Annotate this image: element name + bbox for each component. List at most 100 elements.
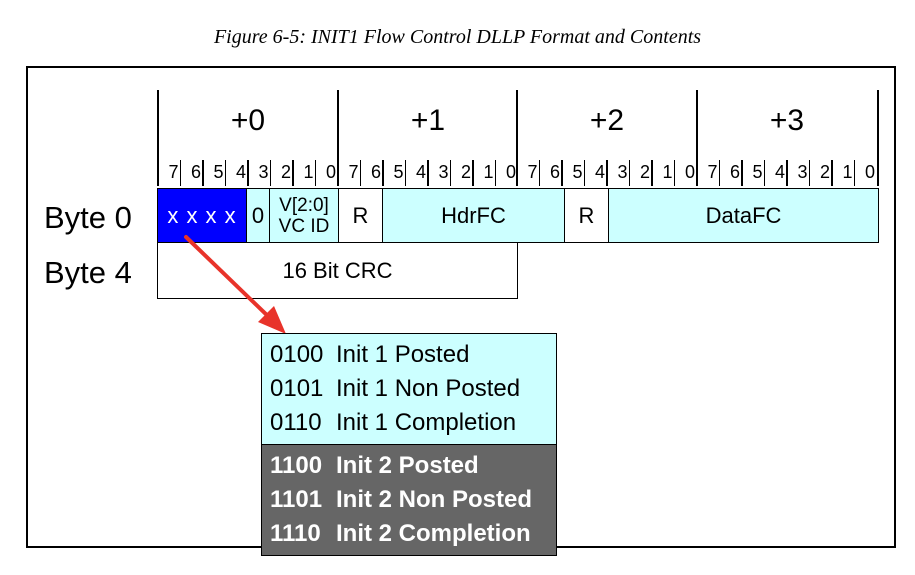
init1-group: 0100 Init 1 Posted 0101 Init 1 Non Posted … (261, 333, 557, 445)
bit-number: 5 (213, 162, 224, 182)
vc-id-bits-label: V[2:0] (279, 194, 329, 216)
bit-separator (359, 160, 361, 186)
type-encoding-table: 0100 Init 1 Posted 0101 Init 1 Non Posted … (261, 333, 557, 556)
vc-id-field: V[2:0] VC ID (269, 188, 339, 243)
bit-separator (404, 160, 406, 186)
byte-offset-3: +3 (769, 104, 805, 137)
bit-separator (179, 160, 181, 186)
bit-number: 1 (303, 162, 314, 182)
byte-offset-1: +1 (410, 104, 446, 137)
type-label: Init 1 Completion (336, 409, 517, 436)
type-bits-field: x x x x (157, 188, 247, 243)
byte-divider-3 (696, 90, 698, 186)
table-row: 0110 Init 1 Completion (262, 406, 556, 440)
table-row: 0101 Init 1 Non Posted (262, 372, 556, 406)
bit-number: 4 (235, 162, 246, 182)
hdrfc-field: HdrFC (382, 188, 565, 243)
bit-separator (538, 160, 540, 186)
table-row: 1100 Init 2 Posted (262, 449, 556, 483)
byte-divider-2 (516, 90, 518, 186)
bit-separator (673, 160, 675, 186)
bit-separator (628, 160, 630, 186)
bit-separator (853, 160, 855, 186)
type-code: 1101 (270, 486, 323, 513)
byte-divider-1 (337, 90, 339, 186)
bit-number: 5 (393, 162, 404, 182)
byte-offset-0: +0 (230, 104, 266, 137)
bit-number: 6 (370, 162, 381, 182)
bit-number: 4 (594, 162, 605, 182)
bit-separator (292, 160, 294, 186)
byte-divider-end (877, 90, 879, 186)
datafc-field: DataFC (608, 188, 879, 243)
bit-separator (606, 160, 608, 186)
bit-separator (269, 160, 271, 186)
type-label: Init 1 Non Posted (336, 375, 521, 402)
arrow-head (258, 306, 286, 334)
bit-separator (314, 160, 316, 186)
byte-divider-0 (157, 90, 159, 186)
type-code: 1100 (270, 452, 323, 479)
type-code: 0110 (270, 409, 322, 436)
type-label: Init 2 Non Posted (336, 486, 533, 513)
type-label: Init 2 Completion (336, 520, 531, 547)
bit-separator (247, 160, 249, 186)
table-row: 1110 Init 2 Completion (262, 517, 556, 551)
bit-number: 2 (280, 162, 291, 182)
bit-number: 5 (752, 162, 763, 182)
row-label-byte4: Byte 4 (44, 255, 132, 290)
bit-separator (651, 160, 653, 186)
bit-number: 6 (549, 162, 560, 182)
bit-number: 4 (415, 162, 426, 182)
bit-separator (741, 160, 743, 186)
bit-number: 3 (258, 162, 269, 182)
bit-number: 7 (168, 162, 179, 182)
bit-number: 7 (527, 162, 538, 182)
bit-number: 0 (684, 162, 695, 182)
type-code: 0100 (270, 341, 324, 368)
bit-number: 3 (438, 162, 449, 182)
bit-number: 6 (729, 162, 740, 182)
reserved-field-1: R (338, 188, 383, 243)
vc-id-label: VC ID (278, 215, 330, 237)
init2-group: 1100 Init 2 Posted 1101 Init 2 Non Posted … (261, 445, 557, 556)
bit-number: 2 (819, 162, 830, 182)
type-label: Init 1 Posted (336, 341, 470, 368)
type-code: 0101 (270, 375, 324, 402)
byte-offset-2: +2 (589, 104, 625, 137)
bit-separator (583, 160, 585, 186)
bit-separator (472, 160, 474, 186)
arrow-shaft (184, 235, 274, 322)
type-code: 1110 (270, 520, 321, 547)
table-row: 0100 Init 1 Posted (262, 338, 556, 372)
bit-separator (224, 160, 226, 186)
bit-number: 3 (617, 162, 628, 182)
table-row: 1101 Init 2 Non Posted (262, 483, 556, 517)
bit-separator (561, 160, 563, 186)
bit-number: 1 (842, 162, 853, 182)
bit-separator (449, 160, 451, 186)
bit-number: 2 (639, 162, 650, 182)
bit-separator (202, 160, 204, 186)
bit-separator (808, 160, 810, 186)
row-label-byte0: Byte 0 (44, 200, 132, 235)
bit-separator (831, 160, 833, 186)
bit-separator (382, 160, 384, 186)
bit-number: 6 (190, 162, 201, 182)
bit-separator (786, 160, 788, 186)
bit-separator (763, 160, 765, 186)
bit-number: 0 (864, 162, 875, 182)
bit-number: 2 (460, 162, 471, 182)
bit-number: 5 (572, 162, 583, 182)
bit-number: 7 (348, 162, 359, 182)
type-label: Init 2 Posted (336, 452, 479, 479)
bit-separator (427, 160, 429, 186)
figure-caption: Figure 6-5: INIT1 Flow Control DLLP Form… (213, 26, 702, 48)
bit-number: 0 (325, 162, 336, 182)
bit-number: 1 (483, 162, 494, 182)
bit-number: 7 (707, 162, 718, 182)
bit-separator (718, 160, 720, 186)
bit-number: 0 (505, 162, 516, 182)
bit-number: 4 (774, 162, 785, 182)
